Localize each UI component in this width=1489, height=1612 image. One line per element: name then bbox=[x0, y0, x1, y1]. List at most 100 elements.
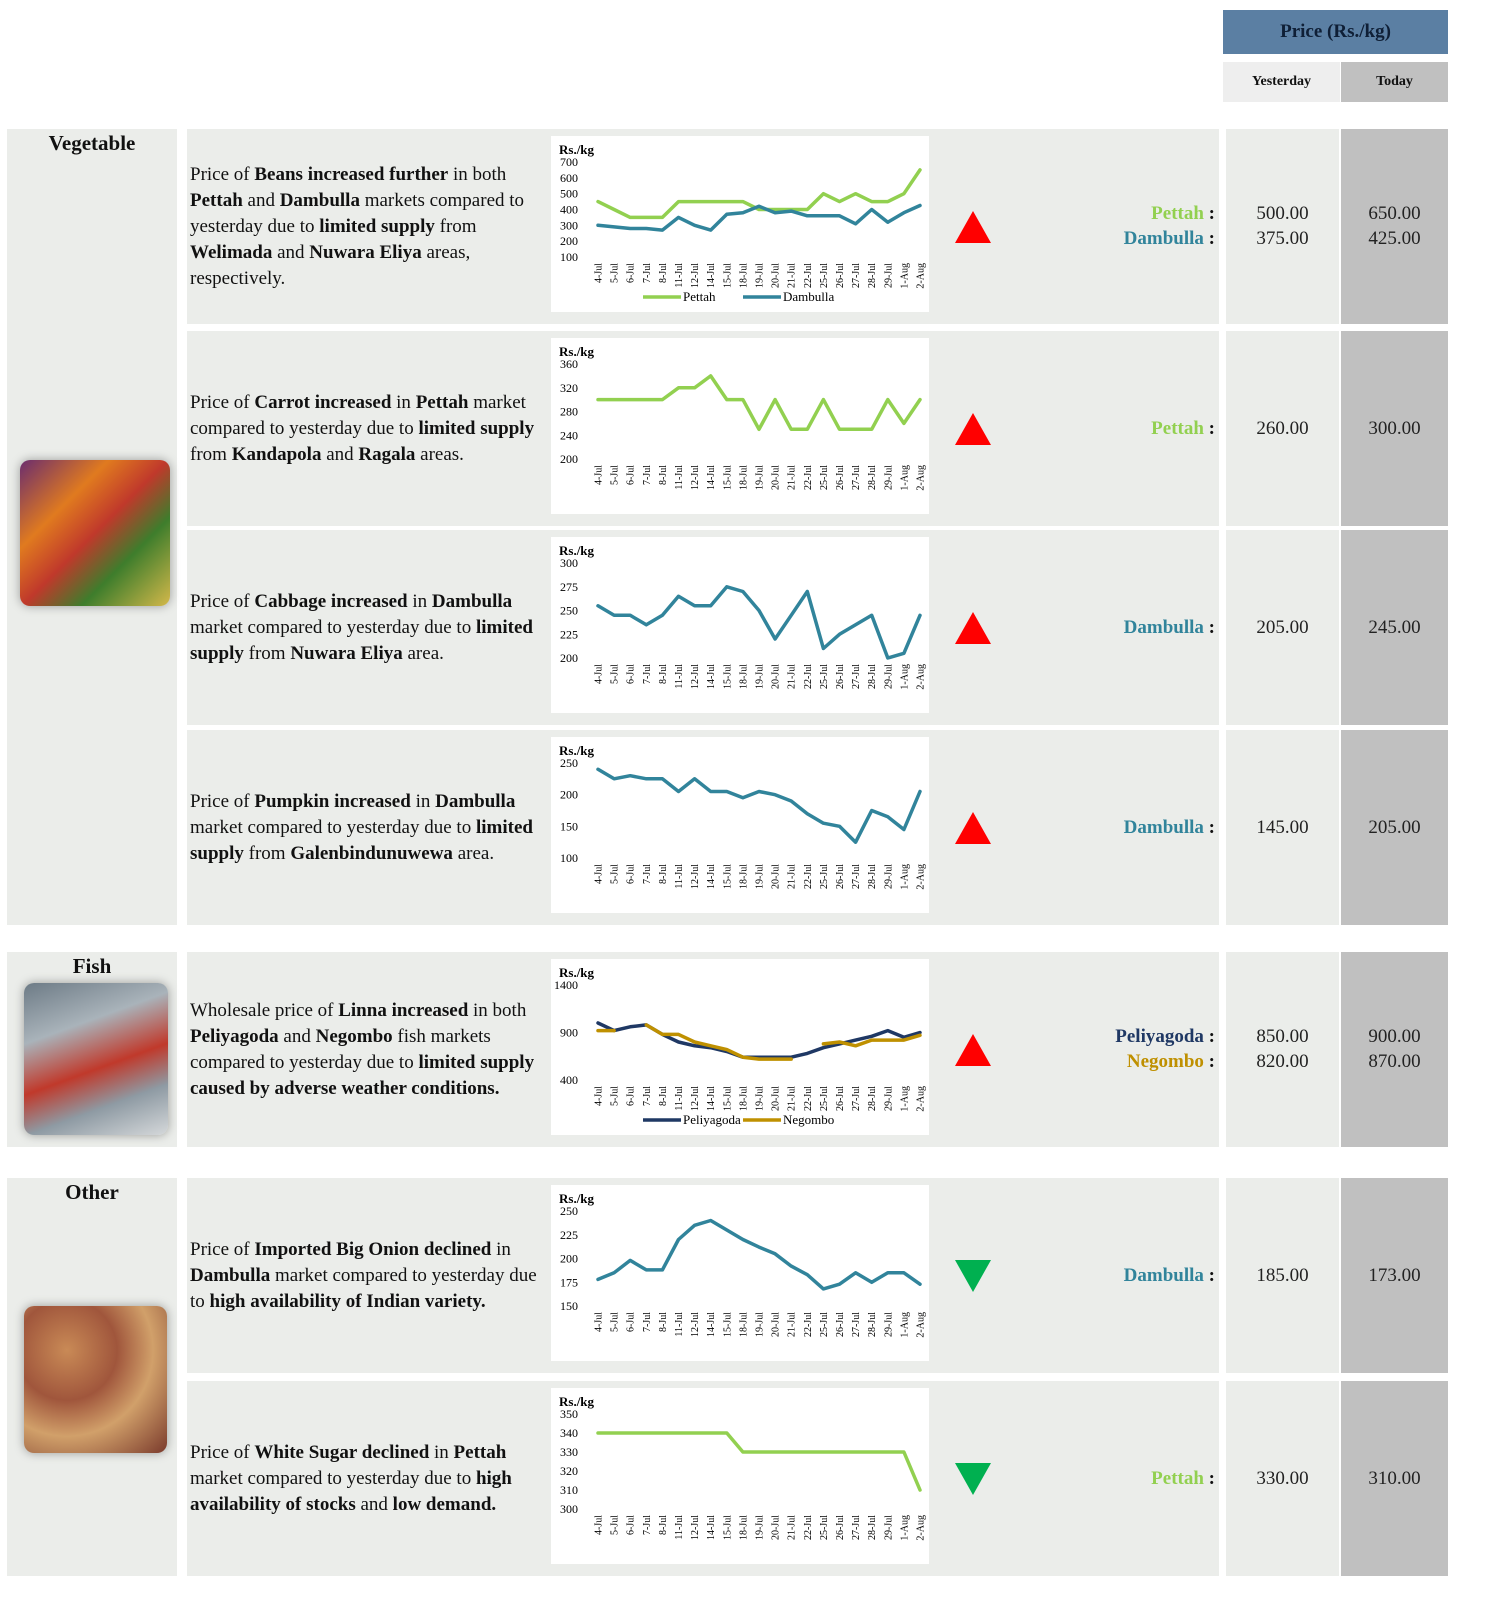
trend-arrow bbox=[953, 1258, 993, 1294]
x-tick-label: 4-Jul bbox=[594, 1515, 605, 1535]
x-tick-label: 20-Jul bbox=[771, 664, 782, 689]
x-tick-label: 27-Jul bbox=[851, 664, 862, 689]
line-chart: Rs./kg2002252502753004-Jul5-Jul6-Jul7-Ju… bbox=[551, 537, 929, 713]
y-tick-label: 250 bbox=[560, 756, 578, 770]
market-separator: : bbox=[1209, 418, 1215, 439]
description-segment: Beans increased further bbox=[254, 164, 448, 185]
today-price: 310.00 bbox=[1341, 1467, 1448, 1491]
x-tick-label: 18-Jul bbox=[738, 263, 749, 288]
x-tick-label: 25-Jul bbox=[819, 864, 830, 889]
y-tick-label: 500 bbox=[560, 187, 578, 201]
x-tick-label: 2-Aug bbox=[916, 664, 927, 690]
y-tick-label: 200 bbox=[560, 234, 578, 248]
x-tick-label: 26-Jul bbox=[835, 263, 846, 288]
legend-label: Dambulla bbox=[783, 289, 834, 304]
description-segment: Nuwara Eliya bbox=[290, 643, 402, 664]
description-text: Price of Pumpkin increased in Dambulla m… bbox=[190, 789, 545, 867]
description-segment: Cabbage increased bbox=[254, 591, 407, 612]
yesterday-price: 145.00 bbox=[1226, 816, 1339, 840]
y-tick-label: 600 bbox=[560, 171, 578, 185]
x-tick-label: 8-Jul bbox=[658, 263, 669, 283]
x-tick-label: 7-Jul bbox=[642, 1312, 653, 1332]
x-tick-label: 5-Jul bbox=[610, 664, 621, 684]
line-chart: Rs./kg1002003004005006007004-Jul5-Jul6-J… bbox=[551, 136, 929, 312]
market-separator: : bbox=[1209, 1026, 1215, 1047]
x-tick-label: 1-Aug bbox=[899, 1312, 910, 1338]
section-image bbox=[24, 983, 168, 1135]
description-segment: Imported Big Onion declined bbox=[254, 1239, 491, 1260]
description-segment: Price of bbox=[190, 392, 254, 413]
x-tick-label: 2-Aug bbox=[916, 864, 927, 890]
x-tick-label: 15-Jul bbox=[722, 1312, 733, 1337]
market-separator: : bbox=[1209, 1265, 1215, 1286]
y-tick-label: 280 bbox=[560, 405, 578, 419]
yesterday-price: 330.00 bbox=[1226, 1467, 1339, 1491]
y-tick-label: 400 bbox=[560, 1073, 578, 1087]
x-tick-label: 5-Jul bbox=[610, 263, 621, 283]
market-label: Negombo : bbox=[1000, 1050, 1215, 1074]
x-tick-label: 15-Jul bbox=[722, 864, 733, 889]
description-segment: in bbox=[391, 392, 415, 413]
x-tick-label: 28-Jul bbox=[867, 664, 878, 689]
market-name: Peliyagoda bbox=[1115, 1026, 1204, 1047]
line-chart: Rs./kg1501752002252504-Jul5-Jul6-Jul7-Ju… bbox=[551, 1185, 929, 1361]
x-tick-label: 1-Aug bbox=[899, 664, 910, 690]
x-tick-label: 26-Jul bbox=[835, 1312, 846, 1337]
x-tick-label: 25-Jul bbox=[819, 263, 830, 288]
x-tick-label: 15-Jul bbox=[722, 664, 733, 689]
x-tick-label: 21-Jul bbox=[787, 864, 798, 889]
x-tick-label: 22-Jul bbox=[803, 1312, 814, 1337]
description: Price of White Sugar declined in Pettah … bbox=[190, 1381, 545, 1576]
description-segment: areas. bbox=[415, 444, 464, 465]
market-name: Dambulla bbox=[1124, 228, 1204, 249]
market-label: Dambulla : bbox=[1000, 227, 1215, 251]
x-tick-label: 6-Jul bbox=[626, 1086, 637, 1106]
y-tick-label: 100 bbox=[560, 851, 578, 865]
description: Price of Beans increased further in both… bbox=[190, 129, 545, 324]
section-title: Other bbox=[7, 1180, 177, 1205]
today-price: 425.00 bbox=[1341, 227, 1448, 251]
yesterday-header: Yesterday bbox=[1223, 62, 1340, 102]
x-tick-label: 19-Jul bbox=[755, 1515, 766, 1540]
legend-label: Negombo bbox=[783, 1112, 834, 1127]
section-image bbox=[24, 1306, 167, 1453]
x-tick-label: 14-Jul bbox=[706, 1086, 717, 1111]
yesterday-price: 185.00 bbox=[1226, 1264, 1339, 1288]
x-tick-label: 7-Jul bbox=[642, 1515, 653, 1535]
yesterday-price: 260.00 bbox=[1226, 417, 1339, 441]
y-tick-label: 175 bbox=[560, 1275, 578, 1289]
description-segment: market compared to yesterday due to bbox=[190, 617, 476, 638]
today-price: 870.00 bbox=[1341, 1050, 1448, 1074]
y-tick-label: 700 bbox=[560, 155, 578, 169]
x-tick-label: 8-Jul bbox=[658, 465, 669, 485]
x-tick-label: 27-Jul bbox=[851, 1086, 862, 1111]
x-tick-label: 22-Jul bbox=[803, 263, 814, 288]
x-tick-label: 14-Jul bbox=[706, 263, 717, 288]
x-tick-label: 1-Aug bbox=[899, 465, 910, 491]
x-tick-label: 6-Jul bbox=[626, 664, 637, 684]
market-label: Dambulla : bbox=[1000, 816, 1215, 840]
x-tick-label: 27-Jul bbox=[851, 1515, 862, 1540]
x-tick-label: 20-Jul bbox=[771, 1312, 782, 1337]
description-segment: Dambulla bbox=[190, 1265, 270, 1286]
series-line bbox=[598, 376, 920, 429]
x-tick-label: 28-Jul bbox=[867, 864, 878, 889]
y-tick-label: 275 bbox=[560, 580, 578, 594]
x-tick-label: 11-Jul bbox=[674, 1312, 685, 1337]
description-segment: and bbox=[243, 190, 280, 211]
x-tick-label: 27-Jul bbox=[851, 465, 862, 490]
x-tick-label: 22-Jul bbox=[803, 1515, 814, 1540]
description-segment: in bbox=[429, 1442, 453, 1463]
x-tick-label: 2-Aug bbox=[916, 1086, 927, 1112]
section-title: Vegetable bbox=[7, 131, 177, 156]
x-tick-label: 28-Jul bbox=[867, 263, 878, 288]
description-segment: from bbox=[435, 216, 477, 237]
x-tick-label: 26-Jul bbox=[835, 664, 846, 689]
y-tick-label: 250 bbox=[560, 604, 578, 618]
x-tick-label: 22-Jul bbox=[803, 864, 814, 889]
x-tick-label: 5-Jul bbox=[610, 1312, 621, 1332]
x-tick-label: 19-Jul bbox=[755, 664, 766, 689]
description-segment: from bbox=[244, 843, 290, 864]
trend-arrow-shape bbox=[955, 1260, 991, 1292]
x-tick-label: 2-Aug bbox=[916, 263, 927, 289]
